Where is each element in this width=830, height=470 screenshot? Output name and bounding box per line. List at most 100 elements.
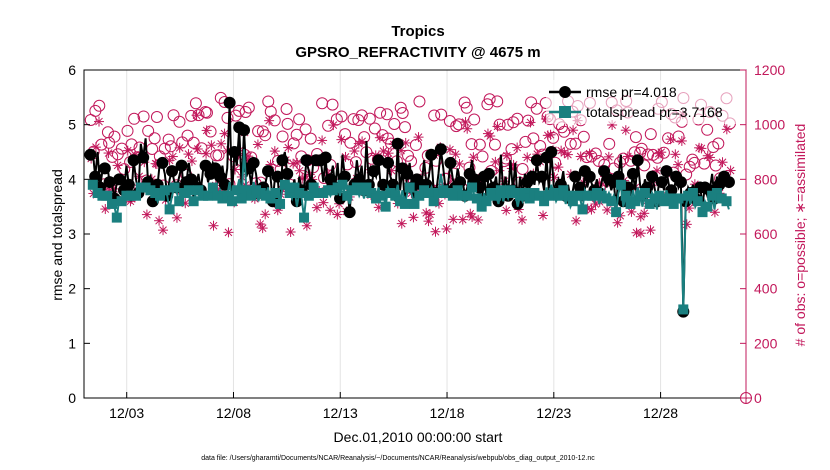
totalspread-point — [577, 204, 588, 215]
totalspread-point — [563, 190, 574, 201]
obs-assimilated-marker — [332, 209, 343, 220]
obs-possible-marker — [450, 120, 463, 133]
totalspread-point — [270, 188, 281, 198]
totalspread-point — [721, 196, 732, 207]
x-tick-label: 12/18 — [430, 405, 465, 421]
obs-possible-marker — [698, 157, 711, 170]
chart-subtitle: GPSRO_REFRACTIVITY @ 4675 m — [295, 44, 540, 61]
totalspread-point — [519, 188, 530, 198]
obs-assimilated-marker — [311, 202, 322, 213]
rmse-point — [319, 151, 332, 164]
totalspread-point — [294, 188, 305, 198]
obs-possible-marker — [173, 115, 186, 128]
obs-possible-marker — [577, 130, 590, 143]
series-lines — [84, 96, 735, 318]
y-tick-label: 0 — [68, 390, 76, 406]
rmse-point — [353, 173, 366, 186]
obs-possible-marker — [398, 121, 411, 134]
asterisk-stroke — [409, 213, 418, 222]
y-tick-label: 4 — [68, 171, 76, 187]
totalspread-point — [275, 198, 286, 209]
obs-possible-marker — [396, 106, 409, 119]
rmse-point — [84, 148, 97, 161]
rmse-point — [545, 146, 558, 158]
totalspread-point — [193, 185, 204, 196]
obs-possible-marker — [522, 114, 535, 127]
asterisk-stroke — [318, 136, 326, 145]
obs-possible-marker — [458, 96, 471, 109]
obs-possible-marker — [352, 113, 365, 126]
asterisk-stroke — [155, 216, 163, 225]
obs-possible-marker — [683, 160, 696, 173]
obs-assimilated-marker — [681, 219, 692, 230]
obs-assimilated-marker — [192, 143, 203, 154]
obs-possible-marker — [118, 163, 131, 176]
asterisk-stroke — [184, 150, 193, 158]
totalspread-point — [203, 190, 214, 201]
y-tick-label: 6 — [68, 62, 76, 78]
obs-possible-marker — [388, 117, 401, 130]
totalspread-point — [678, 304, 689, 315]
obs-assimilated-marker — [413, 132, 424, 143]
totalspread-point — [553, 190, 564, 201]
asterisk-stroke — [193, 145, 202, 153]
obs-possible-marker — [256, 125, 269, 138]
obs-possible-marker — [281, 117, 294, 130]
asterisk-stroke — [159, 226, 167, 234]
obs-possible-marker — [316, 97, 329, 110]
asterisk-stroke — [376, 133, 384, 142]
rmse-point — [228, 146, 241, 158]
asterisk-stroke — [493, 122, 502, 131]
obs-assimilated-marker — [586, 204, 597, 215]
obs-possible-marker — [491, 95, 504, 108]
asterisk-stroke — [646, 226, 655, 235]
totalspread-point — [471, 193, 482, 204]
rmse-point — [574, 181, 587, 194]
obs-possible-marker — [519, 135, 532, 148]
totalspread-point — [265, 193, 276, 204]
obs-assimilated-marker — [562, 149, 573, 160]
obs-possible-marker — [162, 133, 175, 146]
obs-assimilated-marker — [328, 120, 339, 131]
rmse-point — [137, 151, 150, 164]
totalspread-point — [375, 190, 386, 201]
asterisk-stroke — [627, 208, 636, 216]
obs-possible-marker — [167, 109, 180, 122]
totalspread-point — [606, 196, 617, 207]
obs-possible-marker — [701, 123, 714, 136]
obs-possible-marker — [468, 113, 481, 126]
obs-possible-marker — [293, 113, 306, 126]
obs-possible-marker — [125, 138, 138, 151]
rmse-point — [343, 206, 356, 219]
asterisk-stroke — [95, 117, 103, 126]
totalspread-point — [428, 196, 439, 207]
totalspread-point — [423, 188, 434, 198]
asterisk-stroke — [564, 150, 572, 159]
totalspread-point — [668, 198, 679, 209]
asterisk-stroke — [640, 209, 649, 218]
asterisk-stroke — [674, 160, 682, 169]
obs-assimilated-marker — [670, 149, 681, 160]
asterisk-stroke — [451, 150, 460, 159]
asterisk-stroke — [458, 215, 467, 224]
rmse-point — [98, 162, 111, 175]
asterisk-stroke — [207, 141, 216, 150]
totalspread-point — [524, 193, 535, 204]
rmse-point — [660, 165, 673, 178]
obs-assimilated-marker — [473, 214, 484, 225]
obs-assimilated-marker — [349, 146, 360, 157]
asterisk-stroke — [502, 206, 511, 215]
totalspread-point — [620, 190, 631, 201]
obs-possible-marker — [525, 96, 538, 109]
obs-assimilated-marker — [357, 136, 368, 147]
totalspread-point — [630, 196, 641, 207]
obs-assimilated-marker — [545, 129, 556, 140]
legend-totalspread-label: totalspread pr=3.7168 — [586, 104, 723, 120]
rmse-point — [382, 156, 395, 169]
obs-possible-marker — [176, 136, 189, 149]
asterisk-stroke — [486, 132, 495, 140]
asterisk-stroke — [718, 158, 727, 167]
totalspread-point — [572, 190, 583, 201]
obs-assimilated-marker — [269, 146, 280, 157]
